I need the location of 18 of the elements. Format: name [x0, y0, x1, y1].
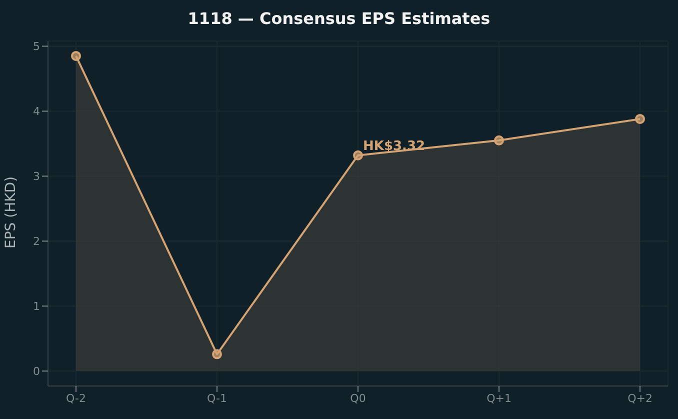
chart-title: 1118 — Consensus EPS Estimates: [186, 9, 492, 28]
x-tick-label: Q-2: [66, 392, 86, 405]
y-tick-label: 0: [33, 364, 40, 378]
x-tick-label: Q+2: [628, 392, 652, 405]
y-tick-label: 2: [33, 235, 40, 248]
y-tick-label: 3: [33, 170, 40, 184]
y-tick-label: 5: [33, 40, 40, 54]
x-tick-label: Q0: [350, 392, 366, 405]
point: [71, 50, 81, 61]
point: [635, 114, 645, 124]
x-tick-label: Q+1: [486, 392, 512, 405]
y-tick-label: 1: [33, 300, 40, 313]
y-axis-title: EPS (HKD): [2, 176, 19, 248]
point: [494, 135, 504, 146]
y-tick-label: 4: [33, 105, 40, 118]
x-tick-label: Q-1: [207, 392, 227, 405]
point: [353, 150, 363, 160]
point: [212, 349, 222, 360]
